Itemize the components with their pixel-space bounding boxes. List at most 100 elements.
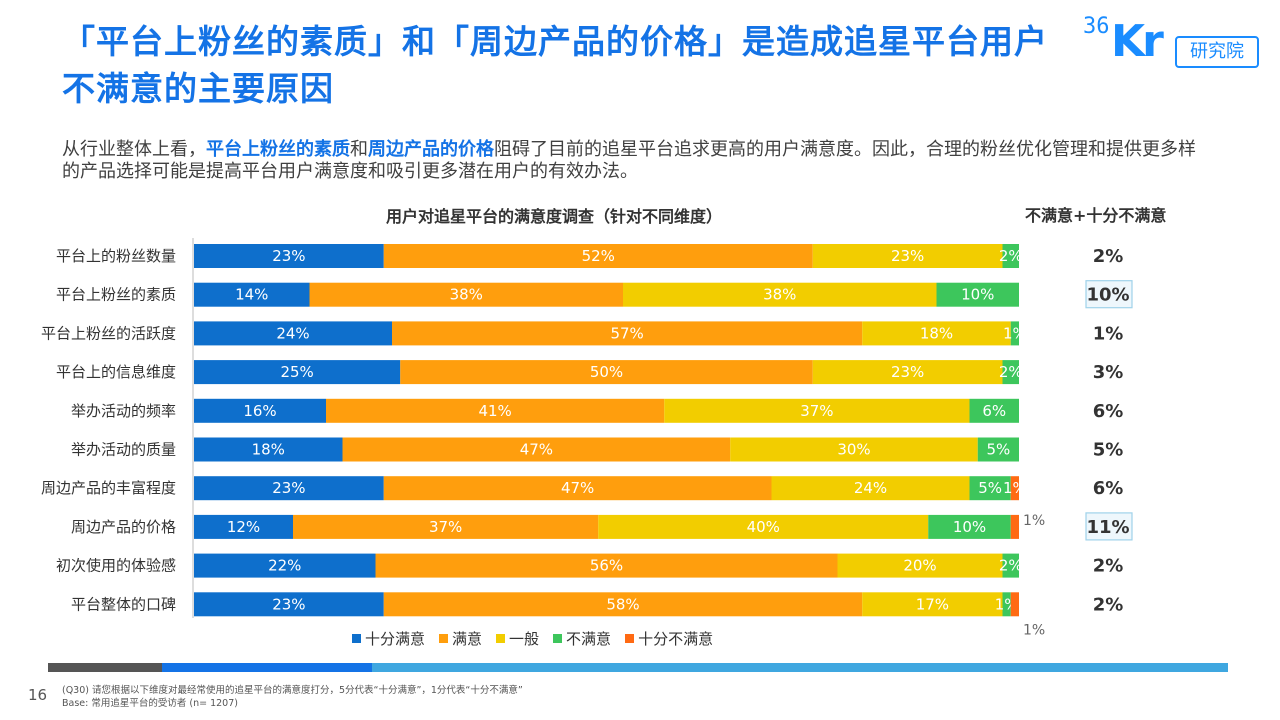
data-label: 16% [243, 402, 276, 420]
summary-highlight-2: 周边产品的价格 [368, 139, 494, 160]
data-label: 5% [978, 479, 1002, 497]
bar-segment [928, 514, 1011, 539]
footnote-question: (Q30) 请您根据以下维度对最经常使用的追星平台的满意度打分，5分代表“十分满… [62, 685, 523, 696]
legend-label: 不满意 [566, 630, 612, 648]
data-label: 40% [747, 518, 780, 536]
dissatisfied-total: 2% [1093, 594, 1124, 615]
chart-legend: 十分满意 满意 一般 不满意 十分不满意 [352, 628, 713, 649]
data-label: 52% [582, 247, 615, 265]
legend-item: 满意 [439, 628, 482, 649]
data-label: 23% [272, 247, 305, 265]
bar-segment [392, 321, 863, 346]
data-label: 2% [999, 363, 1023, 381]
data-label: 18% [252, 441, 285, 459]
summary-text: 从行业整体上看，平台上粉丝的素质和周边产品的价格阻碍了目前的追星平台追求更高的用… [62, 139, 1202, 183]
legend-swatch [625, 634, 635, 643]
data-label: 23% [891, 247, 924, 265]
data-label: 18% [920, 324, 953, 342]
category-label: 平台上粉丝的活跃度 [41, 324, 176, 342]
legend-swatch [352, 634, 361, 643]
data-label: 23% [272, 595, 305, 613]
bar-segment [598, 514, 929, 539]
category-label: 平台整体的口碑 [71, 595, 176, 613]
data-label: 23% [891, 363, 924, 381]
bar-segment [194, 282, 310, 307]
data-label: 14% [235, 286, 268, 304]
bar-segment [194, 476, 384, 501]
bar-segment [623, 282, 937, 307]
data-label: 47% [520, 441, 553, 459]
bar-segment [194, 321, 392, 346]
bar-segment [326, 398, 665, 423]
data-label: 57% [610, 324, 643, 342]
category-label: 平台上粉丝的素质 [56, 286, 176, 304]
bar-segment [400, 360, 813, 385]
dissatisfied-total: 10% [1086, 285, 1129, 306]
bar-segment [1002, 553, 1019, 578]
bar-segment [969, 398, 1019, 423]
data-label: 23% [272, 479, 305, 497]
bar-segment [194, 360, 401, 385]
data-label: 5% [986, 441, 1010, 459]
bar-segment [1002, 244, 1019, 268]
data-label: 41% [478, 402, 511, 420]
bar-segment [862, 321, 1011, 346]
legend-swatch [553, 634, 563, 643]
bar-segment [342, 437, 731, 462]
data-label: 25% [280, 363, 313, 381]
bar-segment [375, 553, 838, 578]
data-label: 1% [1003, 479, 1027, 497]
dissatisfied-total: 1% [1093, 323, 1124, 344]
page-title: 「平台上粉丝的素质」和「周边产品的价格」是造成追星平台用户不满意的主要原因 [62, 22, 1048, 108]
footnote-base: Base: 常用追星平台的受访者 (n= 1207) [62, 698, 238, 709]
bar-segment [969, 476, 1011, 501]
dissatisfied-total: 2% [1093, 556, 1124, 577]
bar-segment [383, 244, 813, 268]
bar-segment [812, 360, 1003, 385]
legend-item: 一般 [496, 628, 539, 649]
bar-segment [664, 398, 970, 423]
data-label: 30% [837, 441, 870, 459]
category-label: 举办活动的质量 [71, 441, 176, 459]
highlight-box [1085, 280, 1133, 309]
data-label: 1% [1003, 324, 1027, 342]
category-label: 平台上的粉丝数量 [56, 247, 176, 265]
category-label: 初次使用的体验感 [56, 557, 176, 575]
data-label: 2% [999, 557, 1023, 575]
bar-segment [194, 514, 293, 539]
brand-logo: 36 Kr 研究院 [1083, 14, 1263, 68]
dissatisfied-total: 5% [1093, 440, 1124, 461]
data-label: 24% [276, 324, 309, 342]
highlight-box [1085, 512, 1133, 541]
data-label: 58% [606, 595, 639, 613]
summary-part-1: 从行业整体上看， [62, 139, 206, 160]
bar-segment [383, 592, 863, 617]
band-segment-mid [162, 663, 372, 672]
data-label: 20% [903, 557, 936, 575]
data-label: 37% [800, 402, 833, 420]
legend-label: 十分满意 [365, 630, 426, 648]
dissatisfied-total: 6% [1093, 478, 1124, 499]
data-label-outside: 1% [1023, 622, 1045, 638]
dissatisfied-total: 11% [1086, 517, 1129, 538]
legend-label: 一般 [509, 630, 540, 648]
bar-segment [194, 592, 384, 617]
data-label: 12% [227, 518, 260, 536]
band-segment-light [372, 663, 1228, 672]
bar-segment [862, 592, 1003, 617]
dissatisfied-total: 6% [1093, 401, 1124, 422]
category-label: 举办活动的频率 [71, 402, 176, 420]
bar-segment [194, 437, 343, 462]
logo-institute: 研究院 [1175, 36, 1259, 68]
summary-part-2: 和 [350, 139, 368, 160]
bar-segment [936, 282, 1019, 307]
summary-highlight-1: 平台上粉丝的素质 [206, 139, 350, 160]
data-label: 10% [961, 286, 994, 304]
bar-segment [1002, 360, 1019, 385]
band-segment-dark [48, 663, 162, 672]
bar-segment [293, 514, 599, 539]
page-number: 16 [28, 686, 48, 704]
bar-segment [194, 244, 384, 268]
legend-swatch [496, 634, 506, 643]
data-label: 38% [450, 286, 483, 304]
